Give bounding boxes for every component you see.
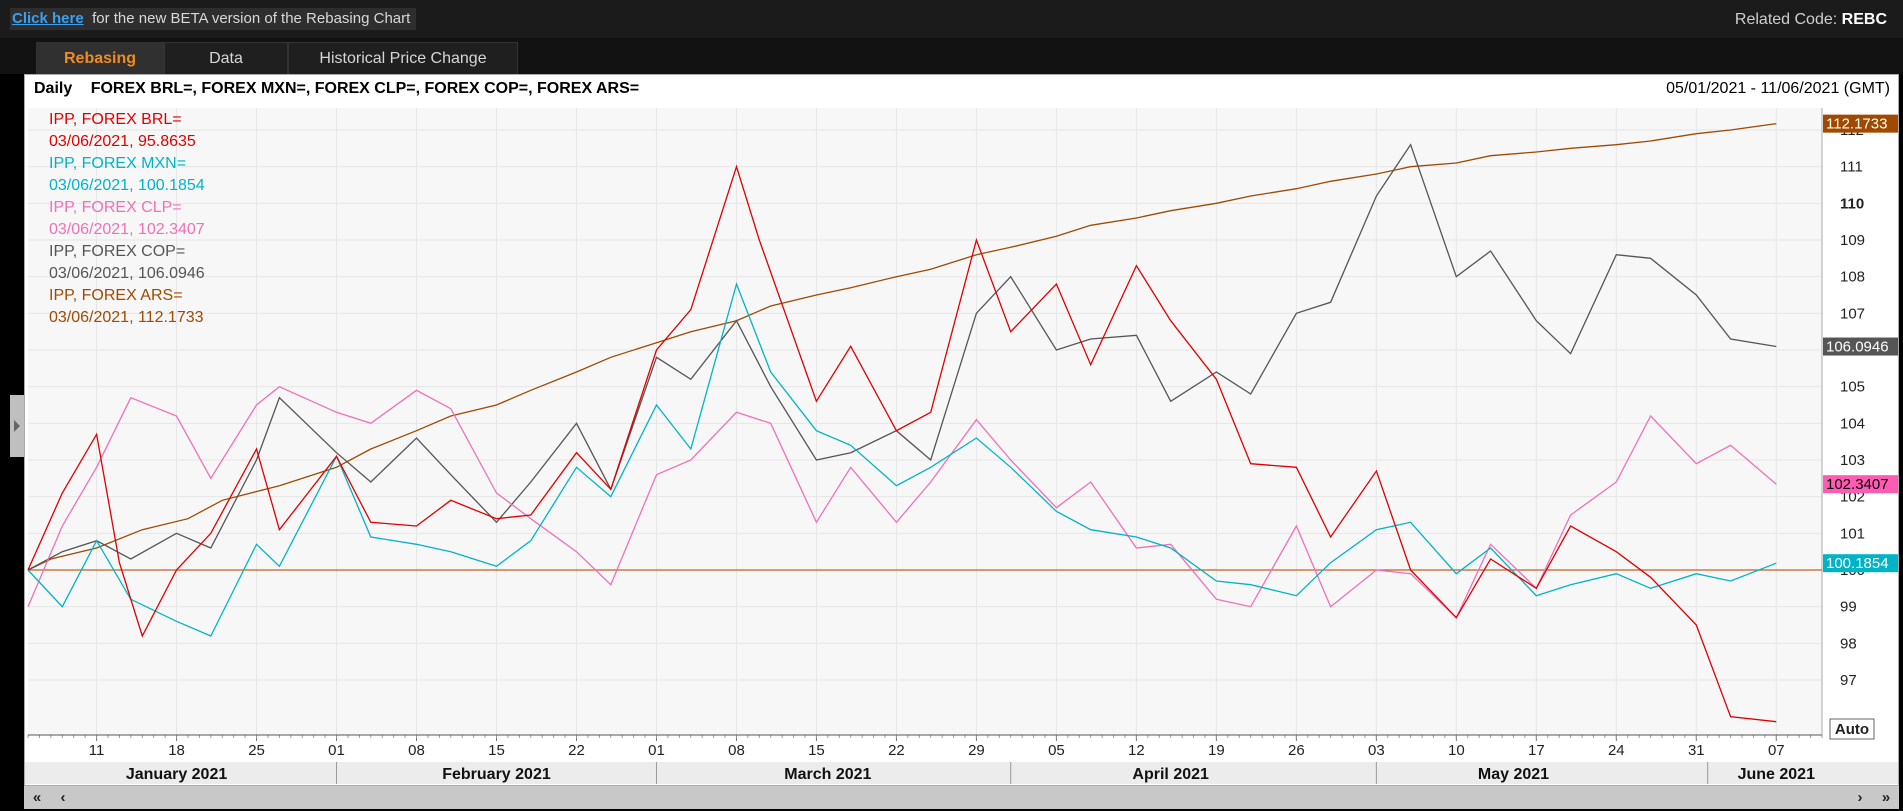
last-value-label: 102.3407 bbox=[1826, 476, 1889, 493]
y-tick-label: 108 bbox=[1840, 269, 1865, 286]
x-tick-label: 17 bbox=[1528, 742, 1545, 759]
x-tick-label: 15 bbox=[808, 742, 825, 759]
tab-rebasing[interactable]: Rebasing bbox=[36, 42, 164, 74]
interval-label: Daily bbox=[34, 80, 73, 97]
x-tick-label: 10 bbox=[1448, 742, 1465, 759]
x-tick-label: 24 bbox=[1608, 742, 1625, 759]
x-tick-label: 01 bbox=[648, 742, 665, 759]
x-tick-label: 22 bbox=[888, 742, 905, 759]
y-tick-label: 104 bbox=[1840, 415, 1865, 432]
x-month-label: February 2021 bbox=[442, 766, 551, 783]
last-value-badge bbox=[1823, 337, 1898, 356]
scroll-prev-button[interactable]: ‹ bbox=[60, 789, 66, 806]
x-tick-label: 08 bbox=[728, 742, 745, 759]
month-band bbox=[25, 762, 1898, 784]
series-line bbox=[27, 385, 1777, 619]
legend-series-name: IPP, FOREX CLP= bbox=[49, 199, 182, 216]
x-tick-label: 18 bbox=[168, 742, 185, 759]
x-tick-label: 22 bbox=[568, 742, 585, 759]
legend: IPP, FOREX BRL= 03/06/2021, 95.8635 IPP, F… bbox=[49, 109, 205, 329]
y-tick-label: 110 bbox=[1840, 195, 1864, 212]
time-scrollbar[interactable]: « ‹ › » bbox=[24, 786, 1899, 809]
tab-data[interactable]: Data bbox=[164, 42, 288, 74]
date-range: 05/01/2021 - 11/06/2021 (GMT) bbox=[1666, 80, 1890, 97]
x-month-label: May 2021 bbox=[1478, 766, 1549, 783]
chart-header: Daily FOREX BRL=, FOREX MXN=, FOREX CLP=… bbox=[34, 80, 653, 98]
x-month-label: January 2021 bbox=[126, 766, 228, 783]
beta-banner: Click here for the new BETA version of t… bbox=[10, 8, 417, 30]
x-month-label: March 2021 bbox=[784, 766, 871, 783]
auto-button[interactable] bbox=[1829, 718, 1875, 740]
beta-text: for the new BETA version of the Rebasing… bbox=[92, 10, 411, 27]
y-tick-label: 97 bbox=[1840, 672, 1857, 689]
x-tick-label: 11 bbox=[89, 742, 105, 759]
y-tick-label: 107 bbox=[1840, 305, 1865, 322]
legend-series-value: 03/06/2021, 95.8635 bbox=[49, 133, 196, 150]
x-tick-label: 07 bbox=[1768, 742, 1785, 759]
x-tick-label: 15 bbox=[488, 742, 505, 759]
series-line bbox=[27, 164, 1777, 723]
scroll-last-button[interactable]: » bbox=[1881, 789, 1891, 806]
plot-background bbox=[28, 108, 1822, 735]
x-tick-label: 25 bbox=[248, 742, 265, 759]
x-tick-label: 12 bbox=[1128, 742, 1145, 759]
series-line bbox=[27, 122, 1777, 571]
related-code-value[interactable]: REBC bbox=[1841, 11, 1887, 28]
auto-button-label[interactable]: Auto bbox=[1835, 721, 1869, 738]
tab-historical-price-change[interactable]: Historical Price Change bbox=[288, 42, 518, 74]
y-tick-label: 103 bbox=[1840, 452, 1865, 469]
legend-series-name: IPP, FOREX MXN= bbox=[49, 155, 187, 172]
rebasing-chart[interactable]: 9798991001011021031041051061071081091101… bbox=[25, 75, 1898, 785]
x-tick-label: 29 bbox=[968, 742, 985, 759]
last-value-badge bbox=[1823, 475, 1898, 494]
y-tick-label: 105 bbox=[1840, 379, 1865, 396]
last-value-label: 112.1733 bbox=[1826, 116, 1887, 133]
last-value-label: 106.0946 bbox=[1826, 339, 1889, 356]
y-tick-label: 98 bbox=[1840, 635, 1857, 652]
last-value-badge bbox=[1823, 114, 1898, 133]
related-code: Related Code: REBC bbox=[1735, 11, 1887, 29]
series-line bbox=[27, 281, 1777, 637]
x-month-label: April 2021 bbox=[1132, 766, 1209, 783]
related-code-label: Related Code: bbox=[1734, 11, 1838, 28]
last-value-label: 100.1854 bbox=[1826, 555, 1889, 572]
x-tick-label: 26 bbox=[1288, 742, 1305, 759]
side-panel-handle[interactable] bbox=[10, 395, 24, 457]
x-tick-label: 01 bbox=[328, 742, 345, 759]
top-bar: Click here for the new BETA version of t… bbox=[0, 0, 1903, 38]
scroll-first-button[interactable]: « bbox=[32, 789, 42, 806]
x-tick-label: 03 bbox=[1368, 742, 1385, 759]
y-tick-label: 99 bbox=[1840, 599, 1857, 616]
instruments-label: FOREX BRL=, FOREX MXN=, FOREX CLP=, FORE… bbox=[90, 80, 640, 97]
legend-series-value: 03/06/2021, 102.3407 bbox=[49, 221, 205, 238]
y-tick-label: 101 bbox=[1840, 525, 1865, 542]
beta-link[interactable]: Click here bbox=[12, 10, 84, 27]
legend-series-name: IPP, FOREX BRL= bbox=[49, 111, 182, 128]
scroll-next-button[interactable]: › bbox=[1857, 789, 1863, 806]
legend-series-name: IPP, FOREX COP= bbox=[49, 243, 186, 260]
last-value-badge bbox=[1823, 554, 1898, 573]
legend-series-value: 03/06/2021, 106.0946 bbox=[49, 265, 205, 282]
x-tick-label: 19 bbox=[1208, 742, 1225, 759]
legend-series-value: 03/06/2021, 100.1854 bbox=[49, 177, 205, 194]
x-tick-label: 08 bbox=[408, 742, 425, 759]
y-tick-label: 111 bbox=[1840, 159, 1863, 176]
y-tick-label: 109 bbox=[1840, 232, 1865, 249]
tab-bar: Rebasing Data Historical Price Change bbox=[0, 38, 1903, 74]
x-month-label: June 2021 bbox=[1738, 766, 1815, 783]
x-tick-label: 31 bbox=[1688, 742, 1705, 759]
x-tick-label: 05 bbox=[1048, 742, 1065, 759]
legend-series-value: 03/06/2021, 112.1733 bbox=[49, 309, 204, 326]
chart-area[interactable]: Daily FOREX BRL=, FOREX MXN=, FOREX CLP=… bbox=[24, 74, 1899, 786]
legend-series-name: IPP, FOREX ARS= bbox=[49, 287, 183, 304]
